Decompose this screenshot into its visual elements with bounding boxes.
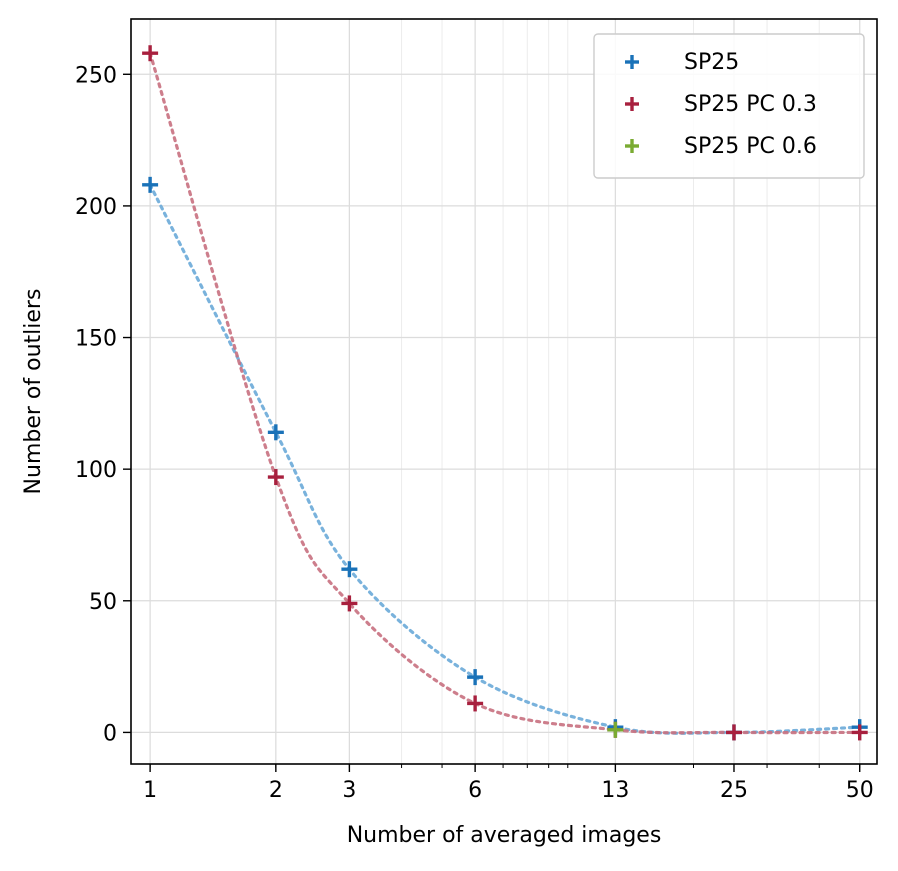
- data-point-series-0: [267, 424, 284, 441]
- legend-label: SP25: [684, 50, 739, 75]
- data-point-series-0: [341, 561, 358, 578]
- data-point-series-1: [267, 469, 284, 486]
- y-tick-label: 150: [75, 327, 117, 352]
- data-point-series-1: [467, 695, 484, 712]
- x-tick-label: 13: [601, 778, 629, 803]
- legend-label: SP25 PC 0.6: [684, 134, 817, 159]
- data-point-series-1: [851, 724, 868, 741]
- series-line-1: [148, 51, 862, 735]
- data-point-series-2: [607, 721, 624, 738]
- x-tick-label: 3: [342, 778, 356, 803]
- axis-ticks: 1 2 3 6 13 25 50 0 50 100 150 200 250: [75, 63, 874, 803]
- data-point-series-0: [467, 669, 484, 686]
- data-point-series-1: [142, 45, 159, 62]
- data-point-series-1: [341, 595, 358, 612]
- x-tick-label: 6: [468, 778, 482, 803]
- x-tick-label: 50: [846, 778, 874, 803]
- y-tick-label: 100: [75, 458, 117, 483]
- data-point-series-1: [725, 724, 742, 741]
- legend-marker: [625, 55, 639, 69]
- data-point-series-0: [142, 176, 159, 193]
- y-tick-label: 50: [89, 590, 117, 615]
- x-axis-label: Number of averaged images: [347, 823, 662, 848]
- y-tick-label: 250: [75, 63, 117, 88]
- y-tick-label: 0: [103, 721, 117, 746]
- y-axis-label: Number of outliers: [21, 289, 46, 495]
- x-tick-label: 25: [720, 778, 748, 803]
- legend-box: [593, 33, 865, 179]
- legend: SP25 SP25 PC 0.3 SP25 PC 0.6: [593, 33, 865, 179]
- legend-marker: [625, 139, 639, 153]
- legend-marker: [625, 97, 639, 111]
- x-tick-label: 1: [143, 778, 157, 803]
- x-tick-label: 2: [269, 778, 283, 803]
- plot-area-frame: [130, 18, 878, 765]
- series-line-0: [148, 183, 862, 735]
- series-markers: [142, 45, 868, 741]
- y-tick-label: 200: [75, 195, 117, 220]
- legend-label: SP25 PC 0.3: [684, 92, 817, 117]
